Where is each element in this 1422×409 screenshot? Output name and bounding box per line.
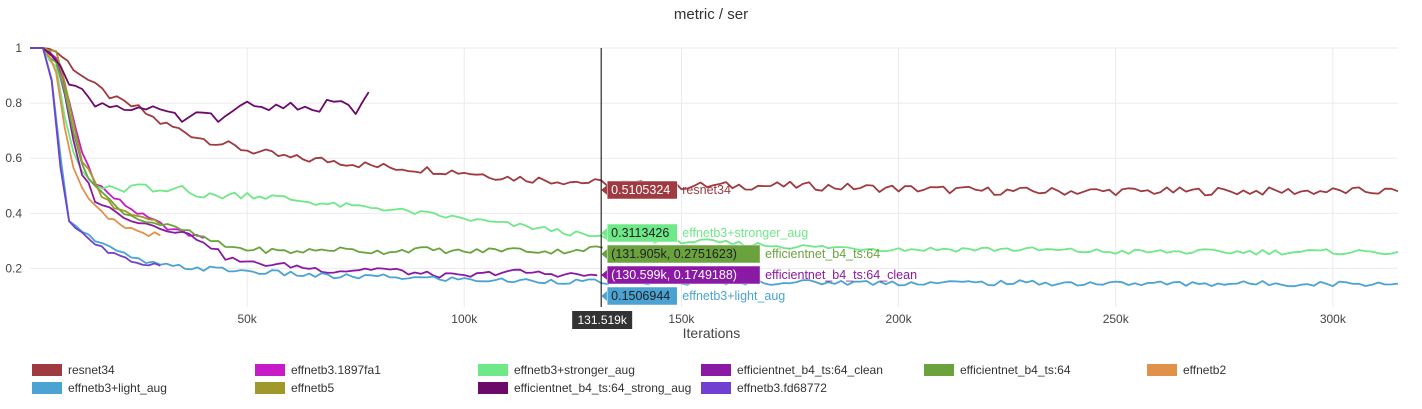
legend-swatch (32, 382, 62, 394)
chart-title: metric / ser (673, 6, 749, 23)
legend-label: effnetb2 (1183, 363, 1227, 377)
y-tick-label: 0.8 (5, 96, 22, 110)
y-tick-label: 0.6 (5, 151, 22, 165)
legend-label: efficientnet_b4_ts:64_strong_aug (514, 381, 692, 395)
legend-swatch (1147, 364, 1177, 376)
series-line (30, 47, 161, 267)
legend-swatch (255, 382, 285, 394)
hover-label-box (606, 223, 678, 243)
legend-swatch (32, 364, 62, 376)
legend-swatch (701, 382, 731, 394)
legend-item[interactable]: effnetb5 (255, 380, 334, 396)
legend-label: effnetb3.fd68772 (737, 381, 827, 395)
hover-label-name: effnetb3+stronger_aug (682, 226, 808, 240)
series-line (30, 47, 370, 123)
y-tick-label: 1 (15, 41, 22, 55)
hover-label-value: 0.5105324 (611, 183, 670, 197)
legend-item[interactable]: effnetb3+light_aug (32, 380, 167, 396)
series-line (30, 47, 598, 279)
legend-swatch (478, 382, 508, 394)
legend-label: efficientnet_b4_ts:64 (960, 363, 1071, 377)
legend-item[interactable]: effnetb3.1897fa1 (255, 362, 381, 378)
hover-label-name: resnet34 (682, 183, 731, 197)
hover-label-name: efficientnet_b4_ts:64 (765, 247, 880, 261)
series-line (30, 47, 603, 256)
hover-label-value: 0.3113426 (611, 226, 669, 240)
legend-label: effnetb3.1897fa1 (291, 363, 381, 377)
hover-label-name: effnetb3+light_aug (682, 289, 785, 303)
hover-label-pointer (601, 291, 608, 301)
hover-label-value: (131.905k, 0.2751623) (611, 247, 737, 261)
legend-label: effnetb3+light_aug (68, 381, 167, 395)
series-line (30, 47, 1399, 197)
legend-item[interactable]: resnet34 (32, 362, 115, 378)
x-tick-label: 300k (1320, 312, 1347, 326)
x-tick-label: 100k (451, 312, 478, 326)
hover-label-box (606, 265, 761, 285)
series-line (30, 47, 161, 238)
legend-label: effnetb3+stronger_aug (514, 363, 635, 377)
legend-item[interactable]: effnetb3.fd68772 (701, 380, 827, 396)
line-chart[interactable]: 50k 100k 150k 200k 250k 300k 0.2 0.4 0.6 0.8 1 Iter… (0, 0, 1422, 360)
y-tick-label: 0.4 (5, 206, 22, 220)
hover-label-value: (130.599k, 0.1749188) (611, 268, 737, 282)
hover-x-label-box (572, 311, 633, 329)
legend-swatch (478, 364, 508, 376)
y-tick-label: 0.2 (5, 261, 22, 275)
hover-label-pointer (601, 249, 608, 259)
legend-item[interactable]: effnetb2 (1147, 362, 1226, 378)
legend-swatch (255, 364, 285, 376)
legend-label: efficientnet_b4_ts:64_clean (737, 363, 883, 377)
x-tick-label: 150k (668, 312, 695, 326)
hover-label-name: efficientnet_b4_ts:64_clean (765, 268, 917, 282)
x-tick-label: 50k (237, 312, 257, 326)
series-line (30, 47, 1399, 256)
x-tick-label: 200k (886, 312, 913, 326)
legend-item[interactable]: efficientnet_b4_ts:64 (924, 362, 1071, 378)
legend-item[interactable]: efficientnet_b4_ts:64_strong_aug (478, 380, 691, 396)
legend-swatch (701, 364, 731, 376)
legend-item[interactable]: efficientnet_b4_ts:64_clean (701, 362, 883, 378)
legend-label: resnet34 (68, 363, 115, 377)
series-line (30, 47, 205, 239)
hover-x-label: 131.519k (577, 313, 627, 327)
series-line (30, 47, 161, 226)
hover-label-value: 0.1506944 (611, 289, 670, 303)
x-axis-label: Iterations (683, 325, 741, 341)
hover-label-pointer (601, 228, 608, 238)
hover-label-box (606, 286, 678, 306)
legend-label: effnetb5 (291, 381, 335, 395)
x-tick-label: 250k (1103, 312, 1130, 326)
legend-item[interactable]: effnetb3+stronger_aug (478, 362, 635, 378)
hover-label-box (606, 180, 678, 200)
hover-label-pointer (601, 185, 608, 195)
hover-label-box (606, 244, 761, 264)
hover-label-pointer (601, 270, 608, 280)
legend-swatch (924, 364, 954, 376)
